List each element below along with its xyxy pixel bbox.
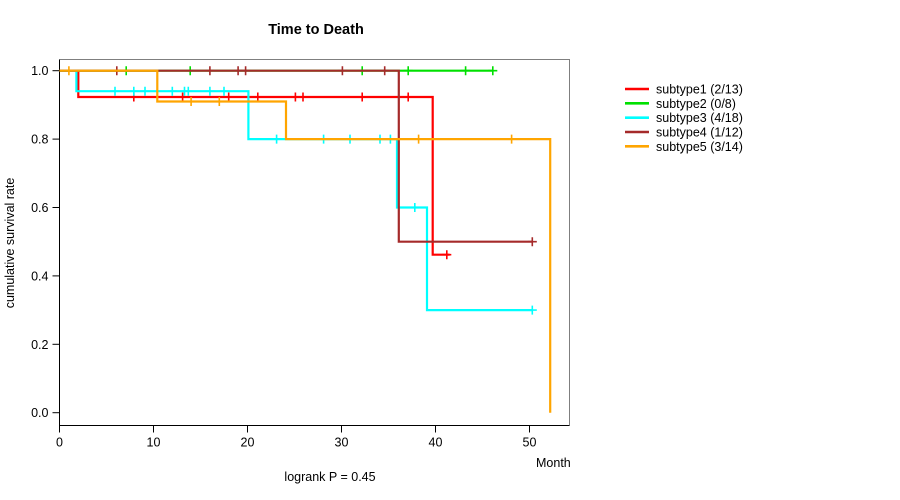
censor-plus-mark — [357, 92, 367, 102]
y-tick-label: 0.4 — [31, 269, 48, 283]
x-axis-label: Month — [536, 456, 571, 470]
censor-plus-mark — [461, 66, 471, 76]
chart-title: Time to Death — [268, 22, 364, 38]
legend-label-subtype1: subtype1 (2/13) — [656, 83, 743, 97]
legend-label-subtype5: subtype5 (3/14) — [656, 140, 743, 154]
y-tick-label: 0.8 — [31, 133, 48, 147]
y-axis-label: cumulative survival rate — [3, 178, 17, 309]
censor-plus-mark — [403, 92, 413, 102]
censor-plus-mark — [110, 86, 120, 96]
censor-plus-mark — [290, 92, 300, 102]
censor-plus-mark — [224, 92, 234, 102]
censor-plus-mark — [527, 237, 537, 247]
legend-item-subtype5: subtype5 (3/14) — [625, 140, 743, 154]
censor-plus-mark — [410, 203, 420, 212]
censor-plus-mark — [178, 92, 188, 102]
legend: subtype1 (2/13)subtype2 (0/8)subtype3 (4… — [625, 83, 743, 154]
censor-plus-mark — [488, 66, 498, 76]
censor-plus-mark — [298, 92, 308, 102]
censor-plus-mark — [442, 250, 452, 260]
censor-plus-mark — [205, 86, 215, 96]
censor-plus-mark — [527, 305, 537, 315]
censor-plus-mark — [241, 66, 251, 76]
censor-plus-mark — [272, 134, 282, 144]
censor-plus-mark — [219, 86, 229, 96]
y-tick-label: 1.0 — [31, 64, 48, 78]
survival-curve-subtype1 — [59, 69, 450, 256]
censor-plus-mark — [403, 66, 413, 76]
censor-plus-mark — [183, 86, 193, 96]
y-tick-label: 0.0 — [31, 406, 48, 420]
plot-box-top-right — [59, 59, 570, 426]
y-tick-label: 0.6 — [31, 201, 48, 215]
survival-curve-subtype4 — [59, 69, 533, 243]
x-tick-label: 20 — [241, 436, 255, 450]
y-tick-label: 0.2 — [31, 338, 48, 352]
censor-marks-subtype1 — [129, 92, 452, 260]
censor-plus-mark — [140, 86, 150, 96]
x-tick-label: 10 — [147, 436, 161, 450]
censor-plus-mark — [214, 97, 224, 106]
censor-plus-mark — [414, 134, 424, 144]
censor-plus-mark — [253, 92, 263, 102]
legend-label-subtype2: subtype2 (0/8) — [656, 97, 736, 111]
x-tick-label: 50 — [523, 436, 537, 450]
censor-plus-mark — [129, 86, 139, 96]
censor-plus-mark — [186, 97, 196, 106]
x-tick-label: 40 — [429, 436, 443, 450]
logrank-annotation: logrank P = 0.45 — [284, 470, 375, 484]
legend-label-subtype3: subtype3 (4/18) — [656, 111, 743, 125]
censor-marks-subtype4 — [112, 66, 537, 247]
censor-plus-mark — [337, 66, 347, 76]
legend-item-subtype3: subtype3 (4/18) — [625, 111, 743, 125]
censor-plus-mark — [205, 66, 215, 76]
censor-plus-mark — [380, 66, 390, 76]
x-tick-label: 0 — [56, 436, 63, 450]
survival-curve-subtype5 — [59, 69, 552, 413]
axes: 0 10 20 30 40 50 0.0 0.2 0.4 0.6 0.8 1.0 — [31, 59, 570, 450]
survival-curves — [59, 66, 552, 413]
censor-plus-mark — [167, 86, 177, 96]
censor-plus-mark — [507, 134, 517, 144]
censor-plus-mark — [64, 66, 74, 76]
legend-item-subtype2: subtype2 (0/8) — [625, 97, 736, 111]
censor-marks-subtype3 — [110, 86, 537, 315]
legend-label-subtype4: subtype4 (1/12) — [656, 125, 743, 139]
legend-item-subtype4: subtype4 (1/12) — [625, 125, 743, 139]
legend-item-subtype1: subtype1 (2/13) — [625, 83, 743, 97]
x-tick-label: 30 — [335, 436, 349, 450]
censor-marks-subtype5 — [64, 66, 517, 144]
survival-curve-subtype3 — [59, 69, 533, 312]
